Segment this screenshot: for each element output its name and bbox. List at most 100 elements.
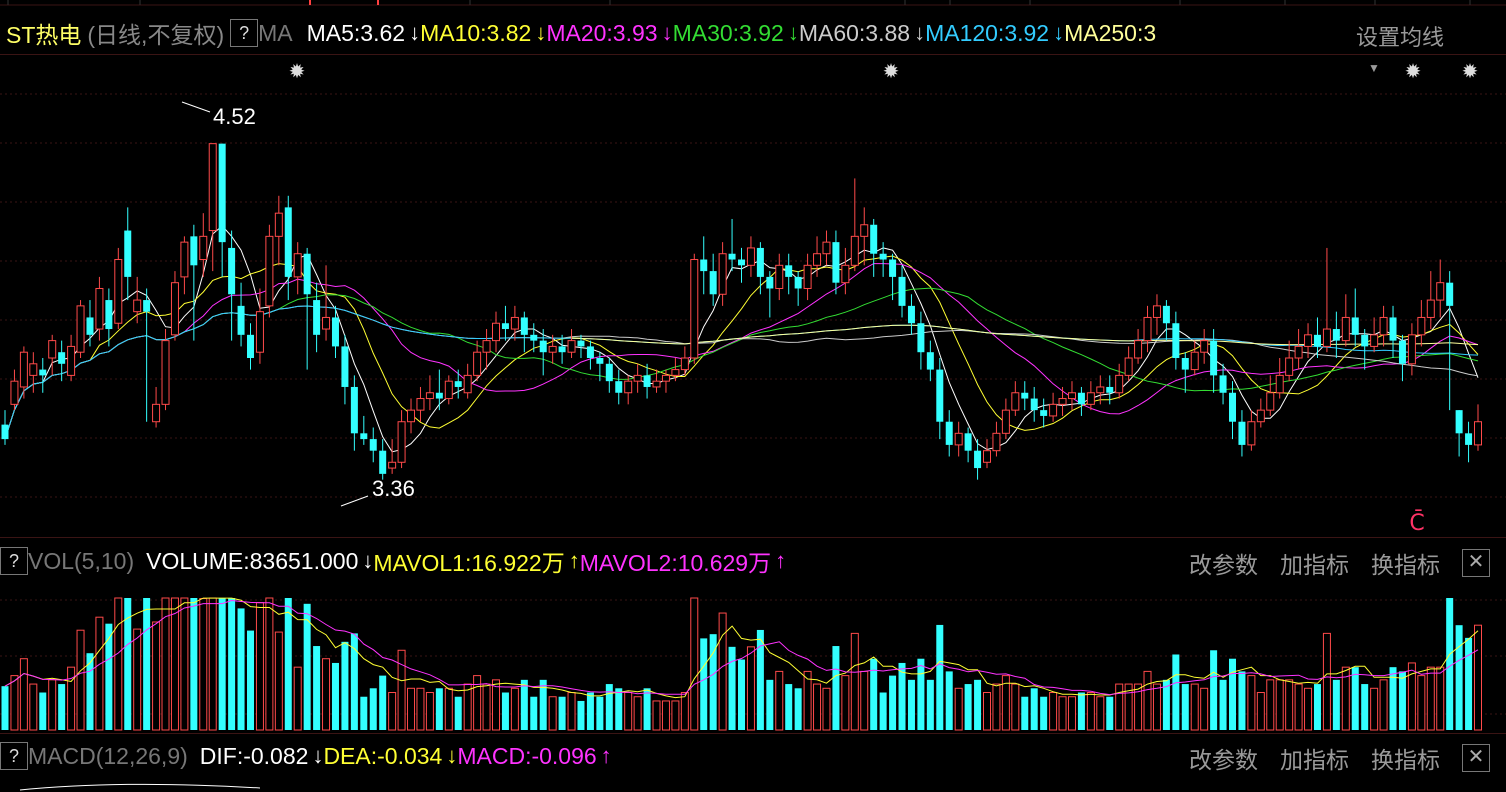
macd-add-indicator-button[interactable]: 加指标 [1280, 747, 1349, 773]
ma-header: ST热电 (日线,不复权) ? MA MA5:3.62 ↓ MA10:3.82 ↓ MA… [0, 16, 1156, 50]
candle-down [341, 346, 349, 387]
volume-bar [1001, 675, 1010, 731]
volume-bar [520, 679, 528, 730]
volume-bar [813, 683, 822, 731]
vol-add-indicator-button[interactable]: 加指标 [1280, 552, 1349, 578]
candle-down [105, 300, 113, 330]
price-chart[interactable]: 4.52 3.36 ✹ ✹ ✹ ✹ C̄ [0, 56, 1506, 536]
macd-help-button[interactable]: ? [0, 742, 28, 770]
volume-bar [274, 631, 283, 731]
candle-up [67, 345, 76, 376]
candle-down [870, 224, 878, 254]
volume-bar [284, 598, 292, 730]
volume-bar [1247, 675, 1256, 731]
macd-close-button[interactable]: ✕ [1462, 744, 1490, 772]
candle-down [1162, 305, 1170, 324]
volume-bar [1162, 679, 1170, 730]
volume-bar [983, 692, 991, 731]
macd-dea: DEA:-0.034 [323, 742, 443, 769]
candle-down [501, 323, 509, 330]
volume-bar [1172, 654, 1180, 730]
volume-bar [1106, 696, 1114, 730]
candle-down [218, 143, 226, 243]
candle-up [114, 259, 123, 324]
volume-bar [48, 679, 57, 731]
candle-down [1, 424, 9, 440]
candle-down [350, 386, 358, 434]
dropdown-icon: ▼ [1368, 61, 1380, 75]
volume-bar [936, 624, 944, 730]
candle-up [841, 264, 850, 284]
volume-bar [114, 597, 123, 731]
candle-up [161, 340, 170, 405]
header-divider [0, 54, 1506, 55]
macd-title: MACD(12,26,9) [28, 742, 188, 769]
candle-up [1294, 345, 1303, 359]
volume-bar [1266, 679, 1275, 731]
volume-bar [709, 634, 717, 730]
volume-bar [775, 670, 784, 731]
volume-chart[interactable] [0, 582, 1506, 732]
candle-up [1124, 357, 1133, 376]
volume-bar [785, 684, 793, 730]
volume-bar [1294, 683, 1303, 731]
vol-close-button[interactable]: ✕ [1462, 549, 1490, 577]
volume-bar [473, 675, 482, 731]
volume-bar [860, 670, 869, 731]
vol-divider [0, 537, 1506, 538]
ma-item: MA250:3 [1064, 19, 1157, 46]
candle-up [29, 363, 38, 376]
volume-bar [463, 683, 472, 731]
volume-bar [39, 692, 47, 730]
volume-bar [388, 692, 397, 731]
ma-arrow: ↓ [661, 19, 673, 45]
volume-bar [133, 628, 142, 731]
volume-bar [577, 700, 585, 730]
vol-switch-indicator-button[interactable]: 换指标 [1371, 552, 1440, 578]
macd-params-button[interactable]: 改参数 [1189, 747, 1258, 773]
volume-bar [1407, 662, 1416, 731]
vol-params-button[interactable]: 改参数 [1189, 552, 1258, 578]
candle-down [558, 346, 566, 353]
volume-bar [1370, 687, 1379, 731]
candle-down [39, 369, 47, 376]
macd-switch-indicator-button[interactable]: 换指标 [1371, 747, 1440, 773]
settings-ma-button[interactable]: 设置均线 ▼ [1356, 20, 1506, 78]
volume-bar [889, 675, 897, 730]
volume-bar [29, 683, 38, 731]
volume-bar [879, 692, 887, 730]
candle-down [1389, 317, 1397, 341]
volume-bar [907, 679, 915, 730]
volume-bar [1067, 696, 1076, 731]
candle-up [152, 403, 161, 423]
ma-item: MA20:3.93 [546, 19, 658, 46]
candle-up [661, 374, 670, 382]
volume-bar [1256, 692, 1265, 731]
candle-down [190, 236, 198, 266]
candle-up [671, 369, 680, 376]
volume-bar [974, 679, 982, 730]
candle-up [1266, 392, 1275, 411]
candle-up [510, 316, 519, 330]
vol-buttons: 改参数 加指标 换指标 ✕ [1189, 546, 1506, 580]
ma-arrow: ↓ [1053, 19, 1065, 45]
volume-bar [738, 659, 745, 730]
candle-down [1040, 410, 1048, 416]
candle-down [917, 323, 925, 353]
volume-bar [331, 662, 339, 730]
low-price-label: 3.36 [372, 476, 415, 501]
volume-bar [143, 598, 151, 730]
macd-buttons: 改参数 加指标 换指标 ✕ [1189, 741, 1506, 775]
volume-bar [870, 658, 878, 730]
candle-up [690, 259, 699, 359]
candle-down [247, 334, 254, 358]
help-button[interactable]: ? [230, 19, 259, 47]
volume-bar [247, 630, 254, 730]
vol-help-button[interactable]: ? [0, 547, 28, 575]
candle-up [803, 264, 812, 289]
candle-up [274, 212, 283, 237]
volume-bar [1124, 683, 1133, 731]
volume-bar [586, 692, 594, 730]
candle-down [303, 253, 311, 295]
candle-up [1370, 334, 1379, 347]
